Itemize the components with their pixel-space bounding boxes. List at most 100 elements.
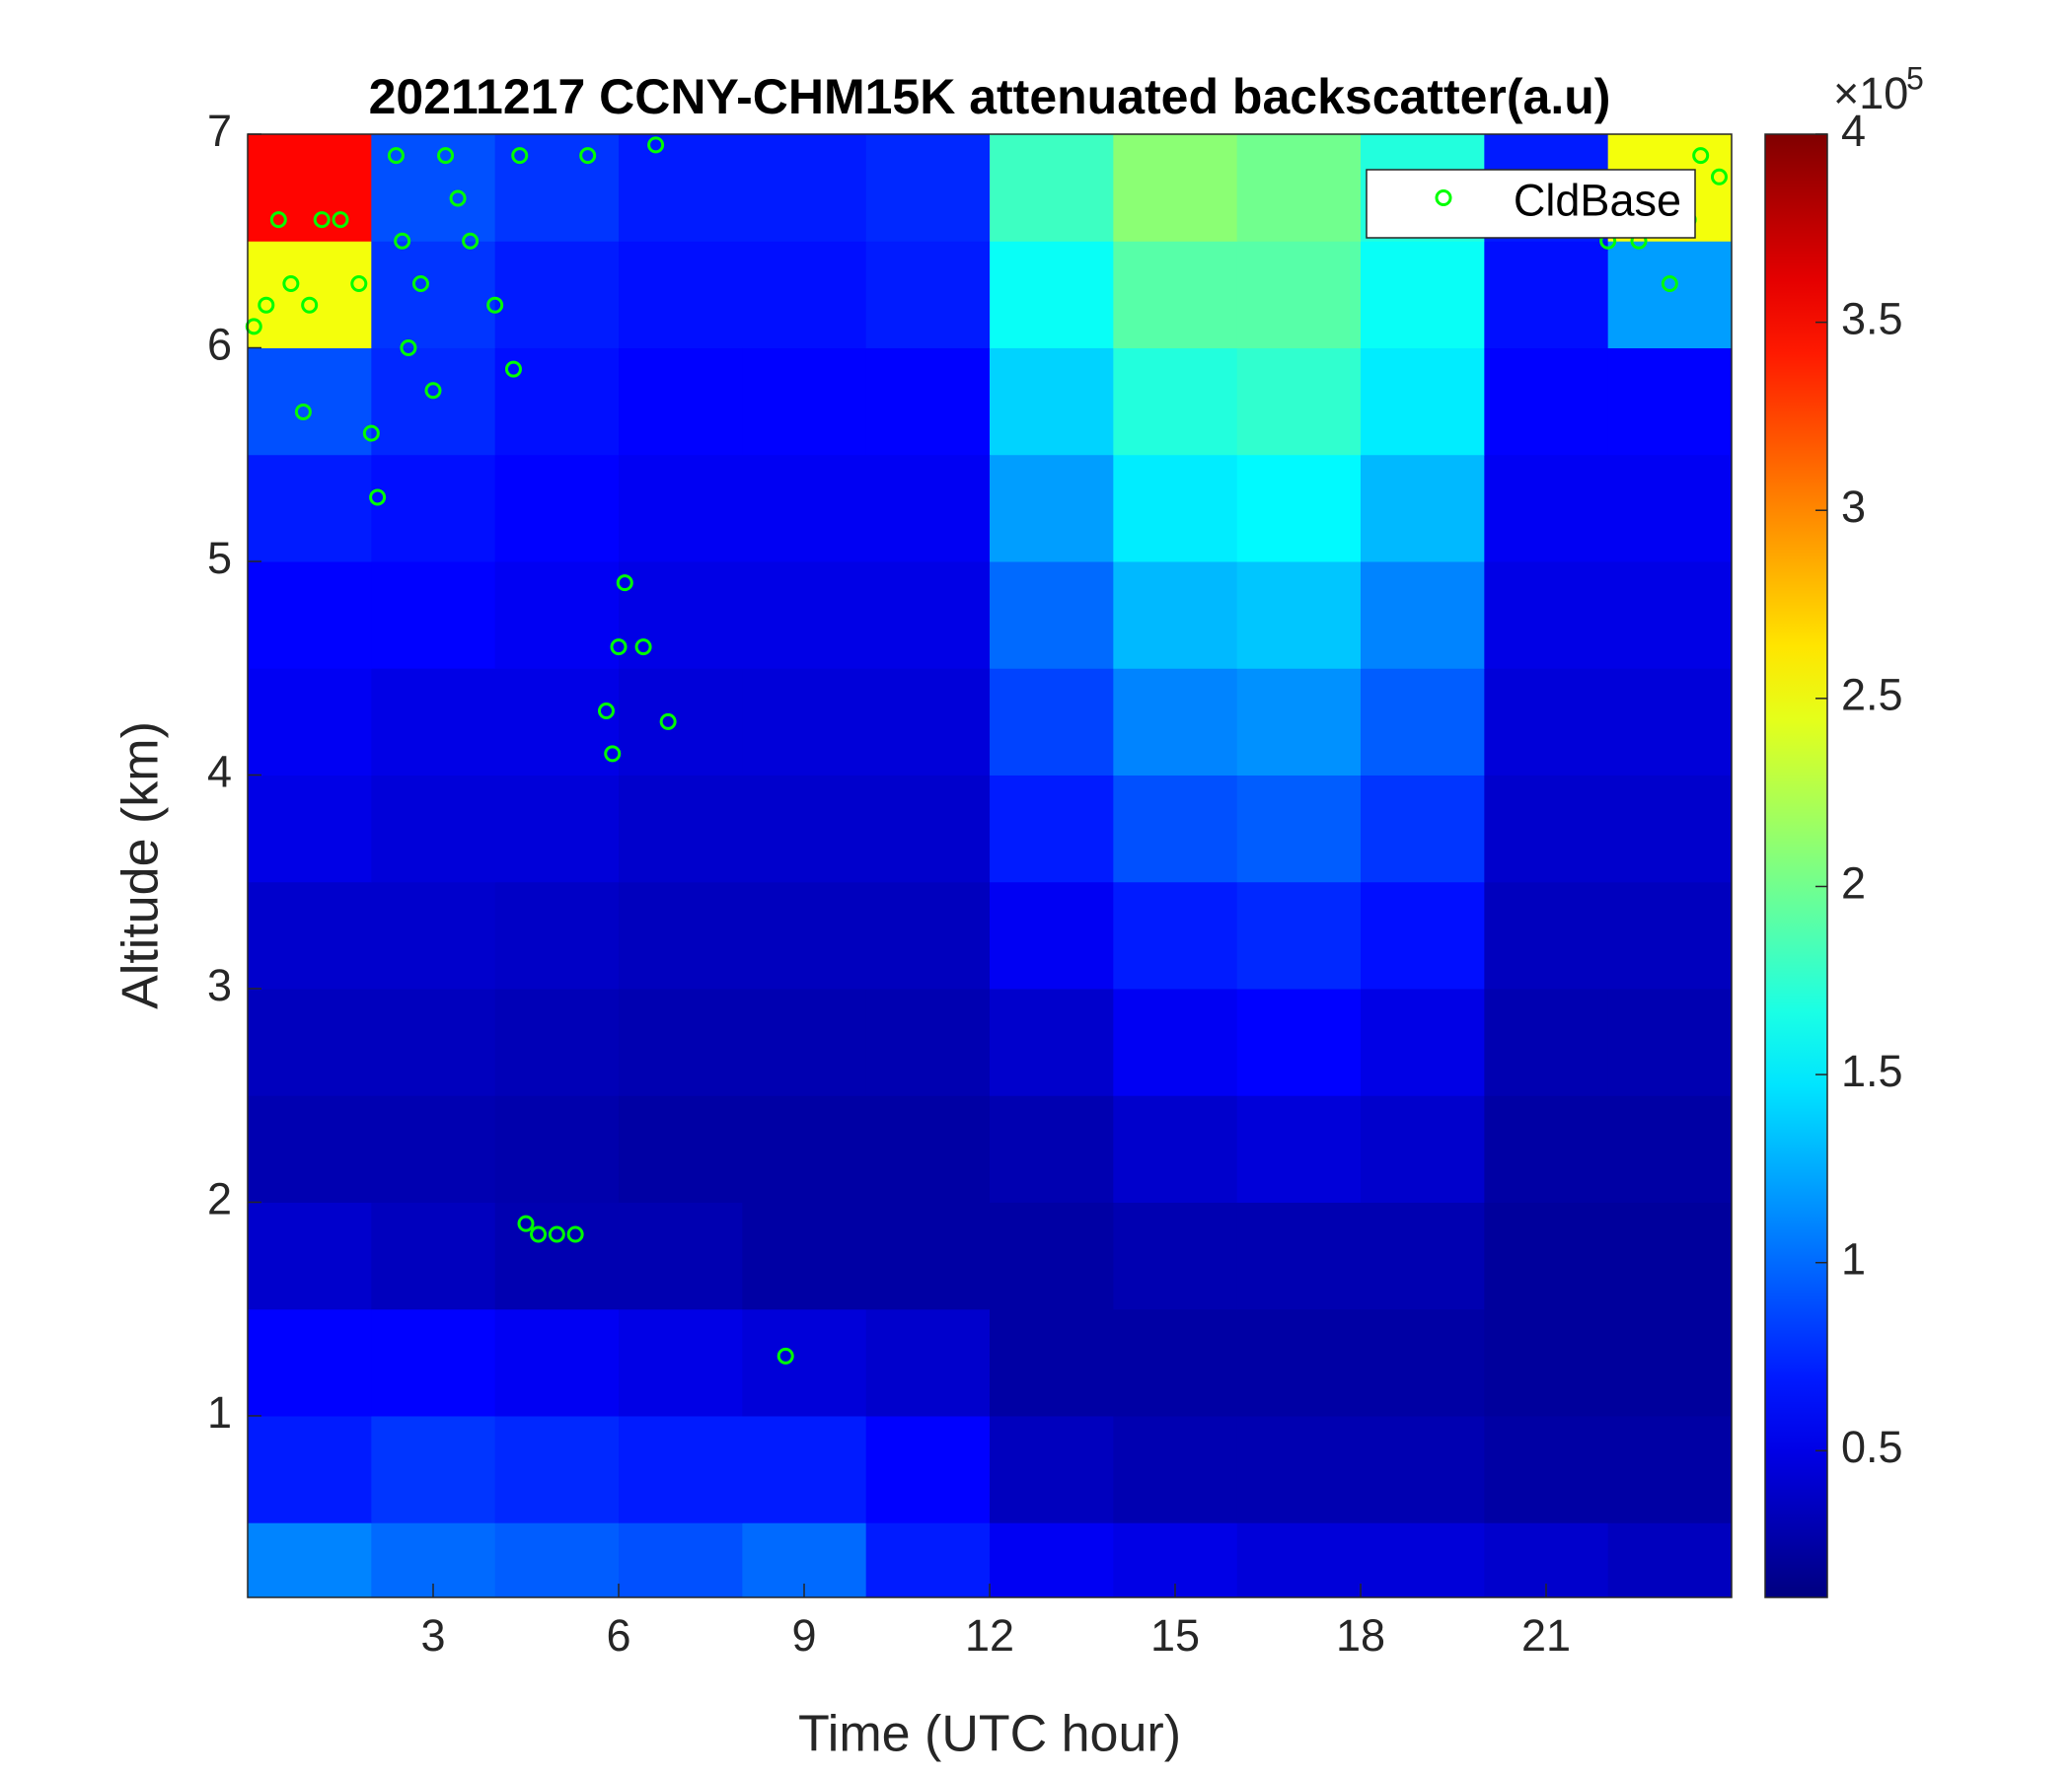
cloud-base-point	[1661, 275, 1678, 293]
heatmap-cell	[619, 1522, 743, 1598]
heatmap-cell	[1236, 881, 1362, 990]
legend-box	[1366, 169, 1696, 239]
heatmap-cell	[619, 775, 743, 883]
cloud-base-point	[504, 360, 522, 378]
heatmap-cell	[248, 1202, 372, 1310]
heatmap-cell	[865, 1308, 991, 1417]
heatmap-cell	[248, 1415, 372, 1523]
heatmap-cell	[1484, 347, 1609, 456]
heatmap-cell	[742, 1202, 867, 1310]
y-tick-label: 1	[207, 1387, 232, 1438]
heatmap-cell	[1113, 1202, 1238, 1310]
heatmap-cell	[990, 881, 1114, 990]
x-axis-label: Time (UTC hour)	[798, 1706, 1181, 1763]
heatmap-cell	[494, 241, 620, 348]
heatmap-cell	[371, 988, 496, 1096]
cloud-base-point	[313, 211, 331, 229]
heatmap-cell	[1607, 1308, 1733, 1417]
heatmap-cell	[248, 1308, 372, 1417]
heatmap-cell	[1607, 881, 1733, 990]
heatmap-cell	[1484, 1308, 1609, 1417]
heatmap-cell	[990, 988, 1114, 1096]
y-tick-label: 7	[207, 106, 232, 156]
heatmap-cell	[1607, 775, 1733, 883]
heatmap-cell	[1361, 881, 1485, 990]
cloud-base-point	[610, 638, 628, 656]
heatmap-cell	[619, 988, 743, 1096]
y-tick-label: 2	[207, 1173, 232, 1223]
cloud-base-point	[394, 232, 411, 250]
heatmap-cell	[1484, 1415, 1609, 1523]
heatmap-cell	[494, 134, 620, 242]
cloud-base-point	[634, 638, 652, 656]
heatmap-cell	[1113, 560, 1238, 669]
cloud-base-point	[350, 275, 368, 293]
heatmap-cell	[990, 1095, 1114, 1203]
heatmap-cell	[990, 241, 1114, 348]
heatmap-cell	[1361, 347, 1485, 456]
heatmap-cell	[494, 454, 620, 562]
heatmap-cell	[742, 881, 867, 990]
cloud-base-point	[597, 703, 615, 720]
colorbar	[1764, 133, 1828, 1598]
heatmap-cell	[865, 560, 991, 669]
heatmap-cell	[1607, 988, 1733, 1096]
heatmap-cell	[990, 1522, 1114, 1598]
heatmap-cell	[865, 1522, 991, 1598]
heatmap-cell	[1484, 881, 1609, 990]
cloud-base-point	[449, 189, 467, 207]
heatmap-cell	[1484, 454, 1609, 562]
heatmap-cell	[990, 668, 1114, 776]
heatmap-cell	[742, 134, 867, 242]
heatmap-cell	[865, 775, 991, 883]
heatmap-cell	[371, 560, 496, 669]
heatmap-cell	[248, 134, 372, 242]
heatmap-cell	[1361, 988, 1485, 1096]
cloud-base-point	[511, 147, 529, 165]
chart-title: 20211217 CCNY-CHM15K attenuated backscat…	[369, 69, 1611, 124]
cloud-base-point	[579, 147, 597, 165]
heatmap-cell	[1236, 1202, 1362, 1310]
cloud-base-point	[548, 1225, 565, 1243]
heatmap-cell	[1236, 1415, 1362, 1523]
y-tick-label: 3	[207, 960, 232, 1010]
colorbar-tick-label: 2	[1841, 857, 1866, 908]
heatmap-cell	[371, 241, 496, 348]
heatmap-cell	[1113, 1308, 1238, 1417]
heatmap-cell	[1113, 1415, 1238, 1523]
heatmap-cell	[494, 881, 620, 990]
heatmap-cell	[1484, 241, 1609, 348]
heatmap-cell	[990, 1308, 1114, 1417]
cloud-base-point	[301, 296, 319, 314]
heatmap-cell	[1113, 881, 1238, 990]
heatmap-cell	[1236, 1522, 1362, 1598]
x-tick-label: 18	[1336, 1610, 1385, 1661]
heatmap-cell	[1236, 1095, 1362, 1203]
heatmap-cell	[1113, 988, 1238, 1096]
cloud-base-point	[411, 275, 429, 293]
heatmap-cell	[248, 668, 372, 776]
heatmap-cell	[1113, 668, 1238, 776]
heatmap-cell	[1236, 775, 1362, 883]
heatmap-cell	[1113, 241, 1238, 348]
heatmap-cell	[371, 454, 496, 562]
cloud-base-point	[282, 275, 300, 293]
cloud-base-point	[604, 745, 622, 763]
legend-marker	[1435, 189, 1452, 206]
colorbar-tick-label: 0.5	[1841, 1422, 1903, 1472]
heatmap-cell	[990, 1202, 1114, 1310]
heatmap-cell	[1236, 1308, 1362, 1417]
heatmap-cell	[371, 347, 496, 456]
heatmap-cell	[742, 1095, 867, 1203]
heatmap-cell	[619, 347, 743, 456]
heatmap-cell	[865, 454, 991, 562]
heatmap-cell	[1607, 1202, 1733, 1310]
heatmap-cell	[1484, 775, 1609, 883]
heatmap-cell	[371, 1308, 496, 1417]
heatmap-cell	[1484, 560, 1609, 669]
heatmap-cell	[1607, 1522, 1733, 1598]
heatmap-cell	[494, 668, 620, 776]
heatmap-cell	[619, 1095, 743, 1203]
cloud-base-point	[566, 1225, 584, 1243]
cloud-base-point	[486, 296, 504, 314]
